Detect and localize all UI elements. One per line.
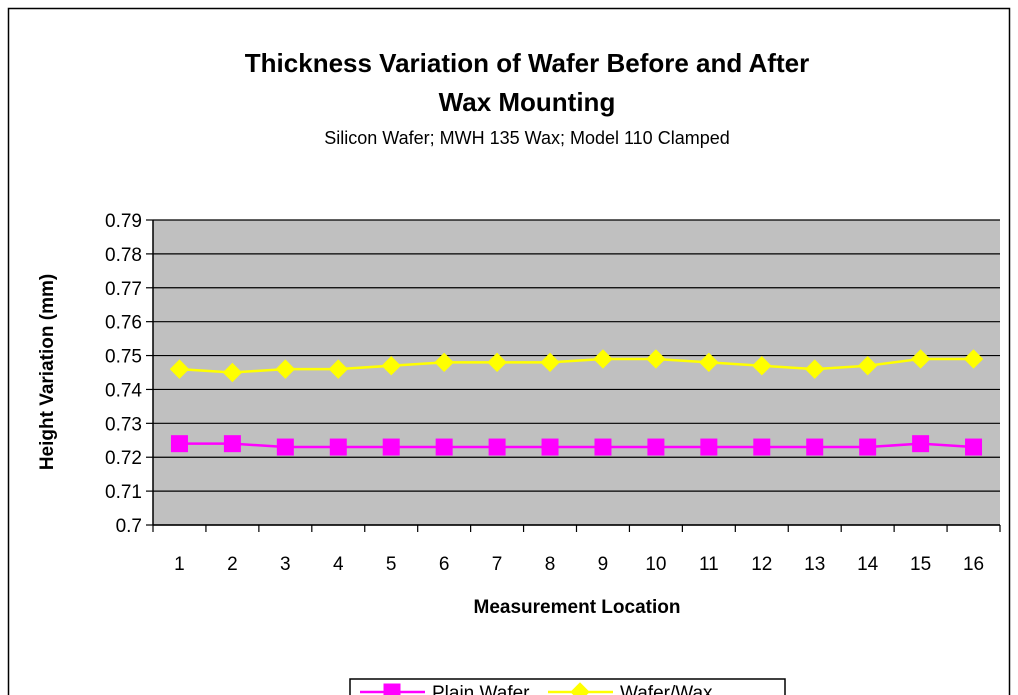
point: [594, 438, 612, 456]
point: [541, 438, 559, 456]
point: [646, 349, 666, 369]
x-tick-label: 3: [280, 554, 291, 575]
point: [434, 352, 454, 373]
y-tick-label: 0.75: [105, 347, 142, 368]
point: [170, 435, 188, 453]
y-tick-label: 0.72: [105, 448, 142, 469]
point: [700, 438, 718, 456]
y-tick-label: 0.73: [105, 414, 142, 435]
point: [859, 438, 877, 456]
legend-marker: [570, 682, 590, 695]
point: [912, 435, 930, 453]
x-tick-label: 7: [492, 554, 503, 575]
y-tick-label: 0.7: [116, 516, 142, 537]
point: [222, 362, 243, 383]
point: [487, 352, 507, 373]
legend-box: [349, 678, 786, 695]
x-tick-label: 14: [857, 554, 879, 575]
chart-title: Thickness Variation of Wafer Before and …: [245, 48, 809, 78]
chart-title: Wax Mounting: [439, 87, 616, 117]
point: [593, 349, 613, 369]
x-axis-label: Measurement Location: [474, 597, 681, 618]
point: [753, 438, 771, 456]
point: [275, 359, 296, 379]
point: [805, 359, 825, 379]
point: [382, 438, 400, 456]
point: [276, 438, 294, 456]
x-tick-label: 5: [386, 554, 397, 575]
point: [435, 438, 453, 456]
point: [329, 438, 347, 456]
x-tick-label: 4: [333, 554, 344, 575]
point: [540, 352, 560, 373]
y-tick-label: 0.77: [105, 279, 142, 300]
plot-area: [153, 220, 1000, 525]
y-tick-label: 0.79: [105, 211, 142, 232]
x-tick-label: 9: [598, 554, 609, 575]
legend-label: Plain Wafer: [432, 683, 530, 695]
legend-label: Wafer/Wax: [620, 683, 713, 695]
x-tick-label: 16: [963, 554, 984, 575]
y-tick-label: 0.78: [105, 245, 142, 266]
x-tick-label: 11: [699, 554, 719, 575]
point: [752, 356, 772, 376]
point: [488, 438, 506, 456]
point: [910, 349, 931, 369]
chart-subtitle: Silicon Wafer; MWH 135 Wax; Model 110 Cl…: [324, 128, 729, 148]
point: [381, 356, 401, 376]
point: [963, 349, 984, 369]
series-line: [179, 442, 974, 449]
x-tick-label: 10: [645, 554, 666, 575]
point: [169, 359, 190, 379]
x-tick-label: 2: [227, 554, 238, 575]
point: [647, 438, 665, 456]
point: [965, 438, 983, 456]
series-line: [179, 357, 974, 374]
x-tick-label: 13: [804, 554, 825, 575]
x-tick-label: 15: [910, 554, 931, 575]
y-tick-label: 0.71: [105, 482, 142, 503]
x-tick-label: 12: [751, 554, 772, 575]
y-tick-label: 0.76: [105, 313, 142, 334]
legend-marker: [383, 683, 401, 695]
point: [223, 435, 241, 453]
x-tick-label: 1: [174, 554, 185, 575]
point: [857, 356, 878, 376]
y-tick-label: 0.74: [105, 380, 142, 401]
point: [328, 359, 348, 379]
y-axis-label: Height Variation (mm): [37, 274, 58, 470]
point: [806, 438, 824, 456]
point: [699, 352, 719, 373]
x-tick-label: 6: [439, 554, 450, 575]
x-tick-label: 8: [545, 554, 556, 575]
